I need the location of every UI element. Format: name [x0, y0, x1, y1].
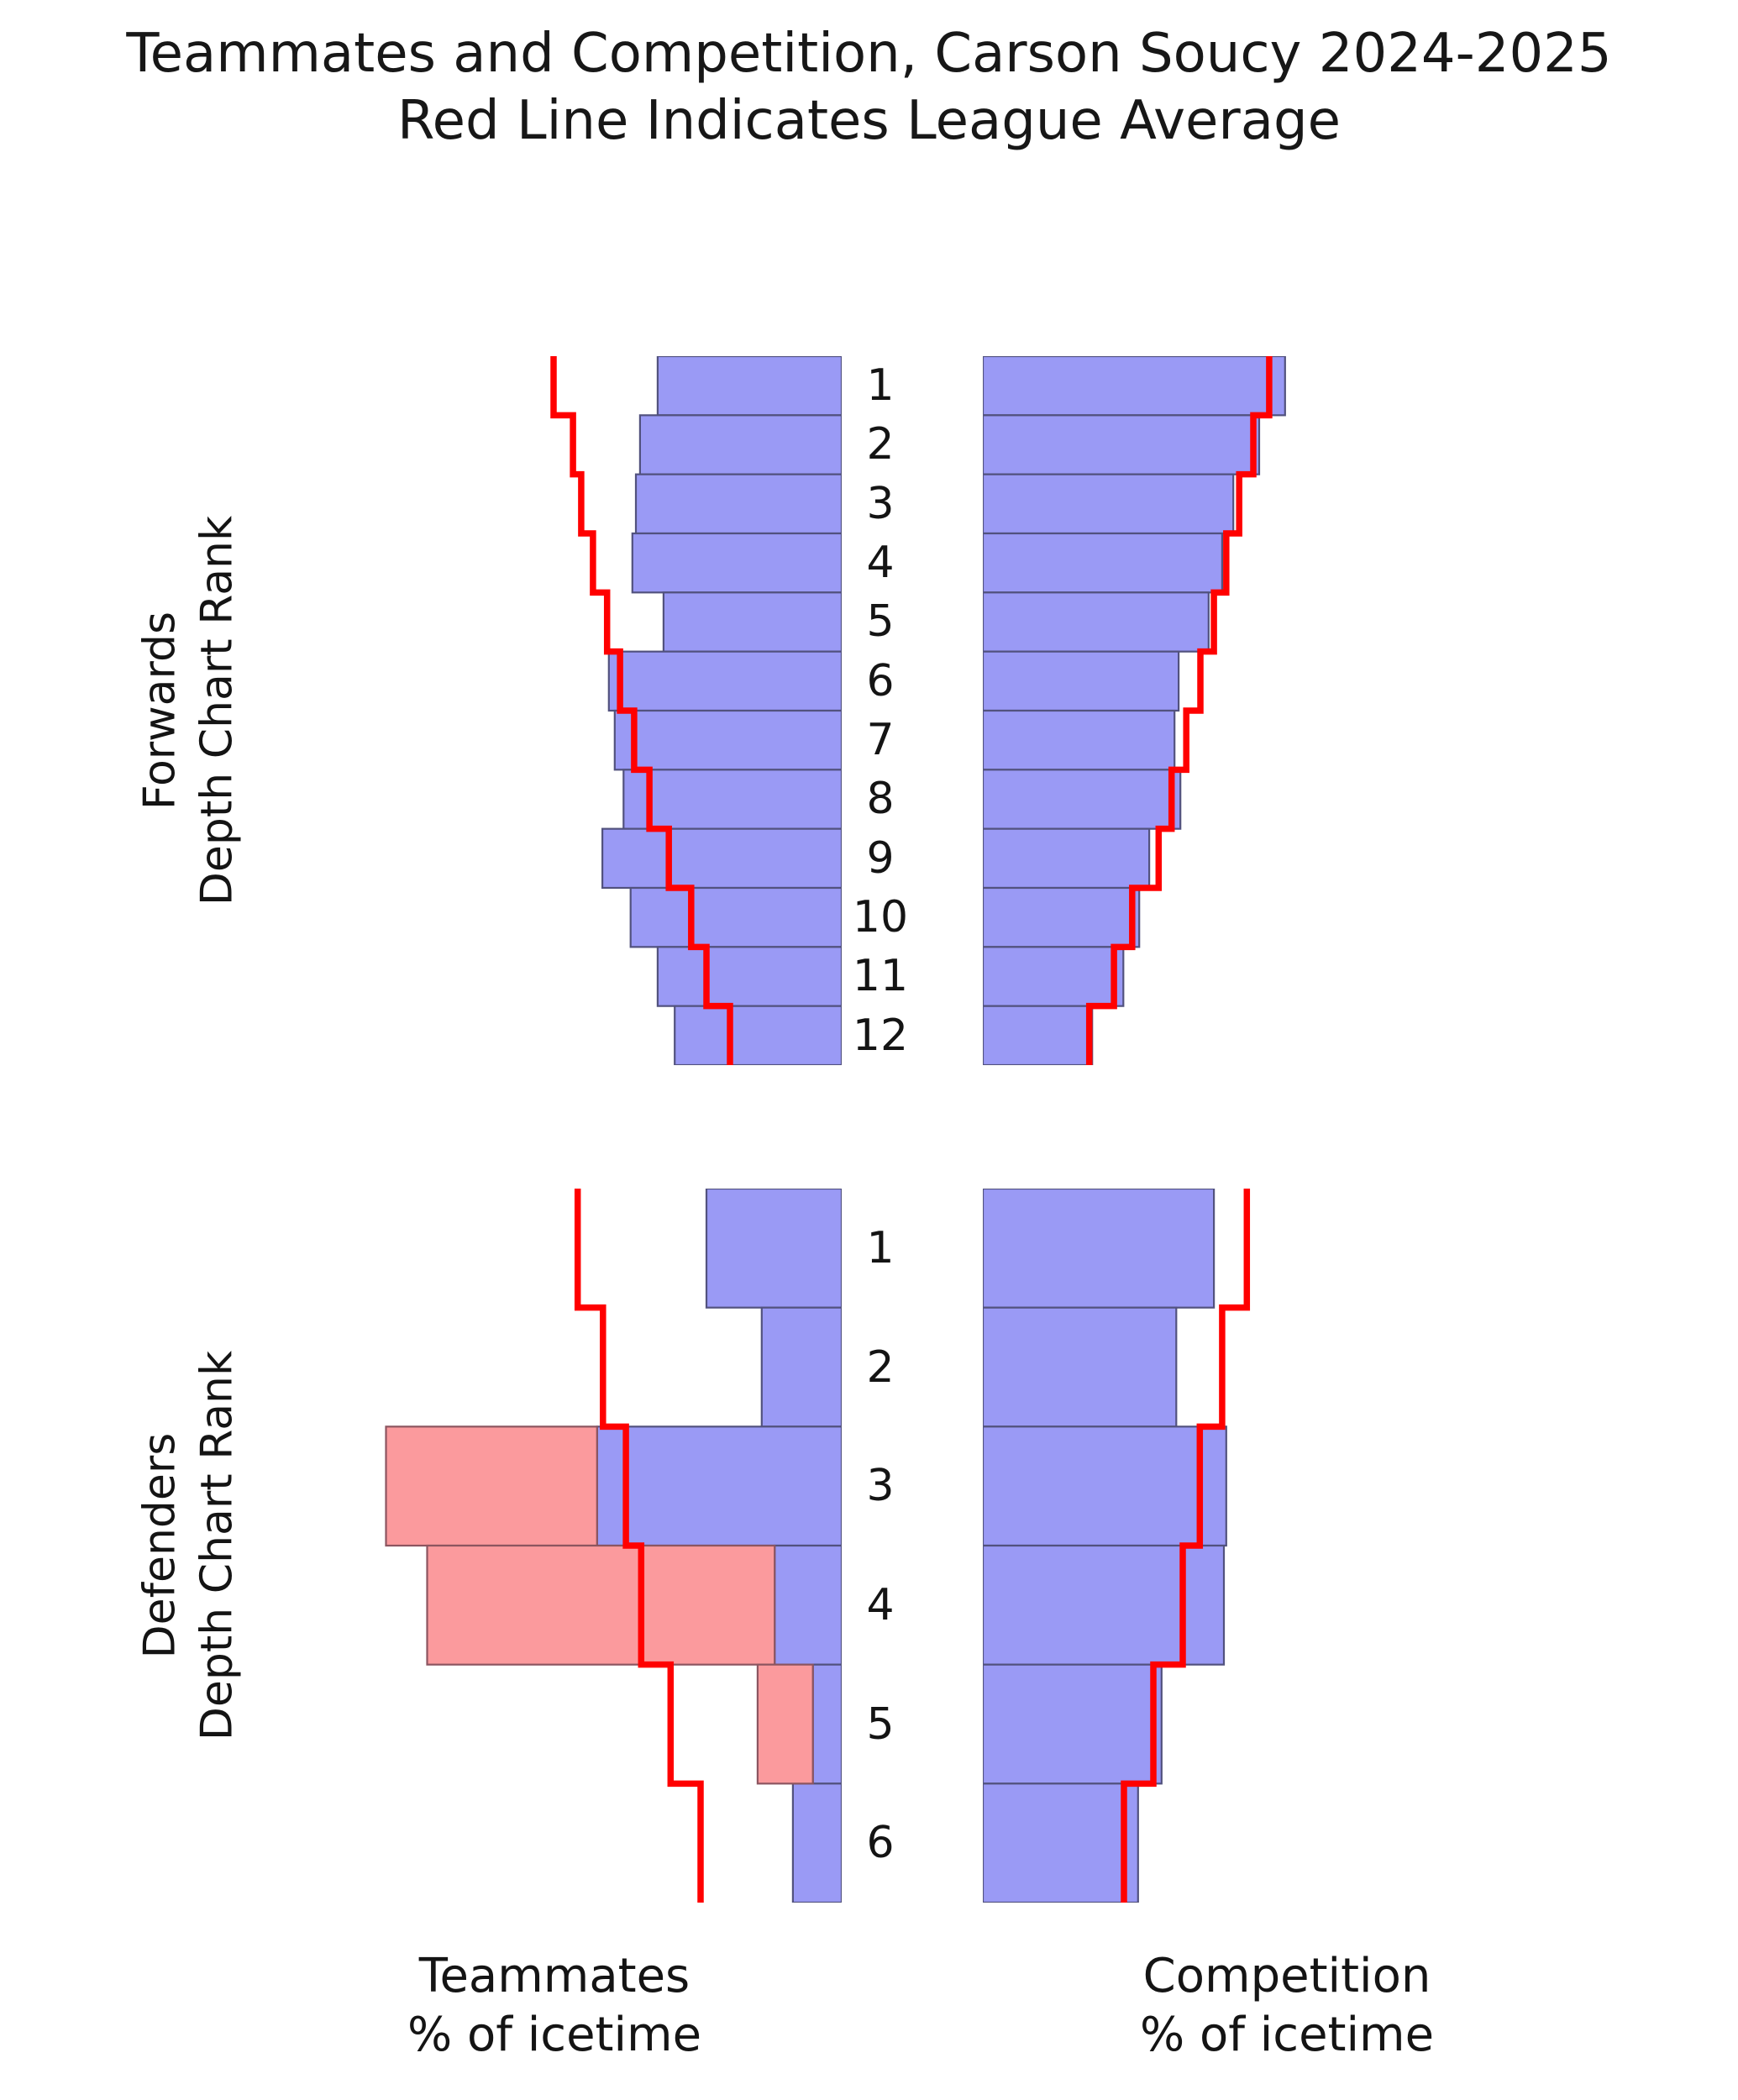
rank-label-forwards-8: 8 [866, 774, 895, 825]
icetime-bar-rank-1 [983, 356, 1286, 417]
icetime-bar-rank-6 [983, 650, 1180, 712]
icetime-bar-rank-6 [791, 1782, 842, 1903]
league-average-line [1121, 1189, 1251, 1903]
x-axis-label-competition-line1: Competition [1142, 1949, 1431, 2003]
rank-label-defenders-1: 1 [866, 1222, 895, 1273]
panel-defenders-competition [983, 1189, 1251, 1903]
icetime-bar-rank-1 [983, 1189, 1216, 1309]
rank-label-defenders-5: 5 [866, 1698, 895, 1750]
league-average-line [550, 356, 733, 1065]
icetime-bar-rank-1 [705, 1189, 842, 1309]
icetime-bar-rank-4 [983, 1544, 1226, 1666]
icetime-bar-rank-9 [601, 827, 842, 890]
league-average-line [1085, 356, 1273, 1065]
y-axis-label-forwards-line2: Depth Chart Rank [192, 515, 242, 906]
rank-label-forwards-2: 2 [866, 419, 895, 470]
icetime-bar-rank-6 [607, 650, 842, 712]
icetime-bar-rank-3 [634, 473, 842, 535]
icetime-bar-rank-4 [983, 532, 1223, 594]
rank-label-forwards-6: 6 [866, 655, 895, 706]
rank-label-forwards-5: 5 [866, 596, 895, 648]
x-axis-label-competition-line2: % of icetime [1139, 2008, 1435, 2062]
icetime-bar-rank-2 [638, 414, 842, 475]
icetime-bar-rank-11 [983, 946, 1125, 1007]
y-axis-label-defenders-line2: Depth Chart Rank [192, 1350, 242, 1741]
y-axis-label-forwards-line1: Forwards [134, 611, 186, 811]
rank-label-forwards-9: 9 [866, 832, 895, 884]
chart-title-line1: Teammates and Competition, Carson Soucy … [126, 23, 1612, 85]
icetime-bar-rank-2 [760, 1306, 842, 1428]
icetime-bar-rank-9 [983, 827, 1151, 890]
icetime-bar-rank-11 [656, 946, 842, 1007]
rank-label-defenders-2: 2 [866, 1341, 895, 1393]
rank-label-defenders-4: 4 [866, 1579, 895, 1630]
rank-label-forwards-4: 4 [866, 538, 895, 589]
icetime-bar-rank-5 [662, 591, 842, 653]
icetime-bar-rank-3 [983, 473, 1235, 535]
rank-labels-forwards: 1 2 3 4 5 6 7 8 9 10 11 12 [842, 356, 919, 1065]
panel-forwards-teammates [550, 356, 842, 1065]
icetime-bar-rank-10 [983, 886, 1141, 948]
icetime-bar-rank-4 [774, 1544, 842, 1666]
icetime-bar-rank-5 [811, 1663, 842, 1785]
chart-title-line2: Red Line Indicates League Average [397, 90, 1341, 152]
icetime-bar-rank-12 [983, 1005, 1094, 1065]
rank-label-forwards-11: 11 [852, 951, 909, 1002]
rank-label-forwards-3: 3 [866, 478, 895, 529]
icetime-bar-rank-10 [629, 886, 842, 948]
icetime-bar-rank-2 [983, 1306, 1178, 1428]
icetime-bar-rank-4 [631, 532, 842, 594]
overlay-bar-rank-3 [385, 1425, 598, 1547]
icetime-bar-rank-7 [613, 709, 842, 771]
x-axis-label-competition: Competition % of icetime [1140, 1947, 1434, 2065]
icetime-bar-rank-8 [622, 769, 842, 830]
x-axis-label-teammates: Teammates % of icetime [407, 1947, 701, 2065]
icetime-bar-rank-3 [983, 1425, 1227, 1547]
league-average-line [574, 1189, 704, 1903]
x-axis-label-teammates-line1: Teammates [418, 1949, 690, 2003]
icetime-bar-rank-7 [983, 709, 1176, 771]
rank-label-defenders-3: 3 [866, 1461, 895, 1512]
icetime-bar-rank-5 [983, 591, 1210, 653]
icetime-bar-rank-6 [983, 1782, 1139, 1903]
panel-forwards-competition [983, 356, 1286, 1065]
y-axis-label-defenders: Defenders Depth Chart Rank [132, 1351, 245, 1740]
icetime-bar-rank-1 [656, 356, 842, 417]
panel-defenders-teammates [385, 1189, 842, 1903]
y-axis-label-forwards: Forwards Depth Chart Rank [132, 516, 245, 906]
rank-label-forwards-7: 7 [866, 715, 895, 766]
icetime-bar-rank-12 [674, 1005, 842, 1065]
icetime-bar-rank-3 [596, 1425, 842, 1547]
rank-label-forwards-10: 10 [852, 892, 909, 943]
icetime-bar-rank-2 [983, 414, 1261, 475]
x-axis-label-teammates-line2: % of icetime [407, 2008, 702, 2062]
overlay-bar-rank-5 [756, 1663, 814, 1785]
rank-labels-defenders: 1 2 3 4 5 6 [842, 1189, 919, 1903]
overlay-bar-rank-4 [426, 1544, 776, 1666]
rank-label-forwards-12: 12 [852, 1010, 909, 1061]
chart-title: Teammates and Competition, Carson Soucy … [0, 20, 1738, 155]
rank-label-defenders-6: 6 [866, 1818, 895, 1869]
icetime-bar-rank-5 [983, 1663, 1163, 1785]
rank-label-forwards-1: 1 [866, 360, 895, 412]
y-axis-label-defenders-line1: Defenders [134, 1432, 186, 1659]
icetime-bar-rank-8 [983, 769, 1182, 830]
